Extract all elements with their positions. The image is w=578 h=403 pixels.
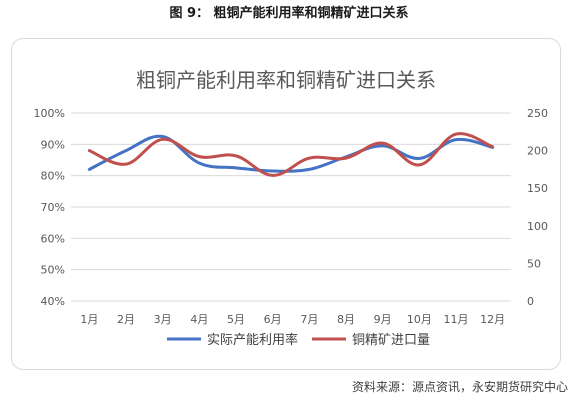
series-line-0 <box>87 134 495 173</box>
x-tick-label: 4月 <box>190 313 208 326</box>
right-tick-label: 200 <box>527 145 548 158</box>
series-line-1 <box>87 132 495 177</box>
x-tick-label: 10月 <box>407 313 432 326</box>
line-chart: 粗铜产能利用率和铜精矿进口关系 40% 50% 60% 70% 80% 90% 100% 0… <box>34 68 548 348</box>
right-tick-label: 250 <box>527 107 548 120</box>
x-tick-label: 3月 <box>154 313 172 326</box>
x-tick-label: 1月 <box>80 313 98 326</box>
x-tick-label: 12月 <box>480 313 505 326</box>
x-tick-label: 5月 <box>227 313 245 326</box>
figure-caption: 图 9： 粗铜产能利用率和铜精矿进口关系 <box>169 6 409 21</box>
x-tick-label: 9月 <box>374 313 392 326</box>
right-axis-ticks: 0 50 100 150 200 250 <box>527 107 548 308</box>
left-tick-label: 50% <box>41 264 65 277</box>
x-tick-label: 11月 <box>444 313 469 326</box>
left-tick-label: 70% <box>41 201 65 214</box>
right-tick-label: 0 <box>527 295 534 308</box>
gridlines <box>71 112 511 302</box>
x-axis-ticks: 1月 2月 3月 4月 5月 6月 7月 8月 9月 10月 11月 12月 <box>80 313 505 326</box>
x-tick-label: 6月 <box>264 313 282 326</box>
x-tick-label: 7月 <box>300 313 318 326</box>
left-axis-ticks: 40% 50% 60% 70% 80% 90% 100% <box>34 107 65 308</box>
x-tick-label: 8月 <box>337 313 355 326</box>
left-tick-label: 60% <box>41 232 65 245</box>
chart-frame: 粗铜产能利用率和铜精矿进口关系 40% 50% 60% 70% 80% 90% 100% 0… <box>11 38 561 370</box>
right-tick-label: 100 <box>527 220 548 233</box>
legend: 实际产能利用率 铜精矿进口量 <box>167 332 430 348</box>
left-tick-label: 100% <box>34 107 65 120</box>
left-tick-label: 40% <box>41 295 65 308</box>
chart-title: 粗铜产能利用率和铜精矿进口关系 <box>136 68 436 92</box>
right-tick-label: 50 <box>527 257 541 270</box>
series-lines <box>87 132 495 177</box>
source-note: 资料来源：源点资讯，永安期货研究中心 <box>351 380 568 394</box>
legend-label-0: 实际产能利用率 <box>207 332 298 348</box>
legend-label-1: 铜精矿进口量 <box>352 333 430 348</box>
x-tick-label: 2月 <box>117 313 135 326</box>
left-tick-label: 80% <box>41 170 65 183</box>
left-tick-label: 90% <box>41 138 65 151</box>
right-tick-label: 150 <box>527 182 548 195</box>
